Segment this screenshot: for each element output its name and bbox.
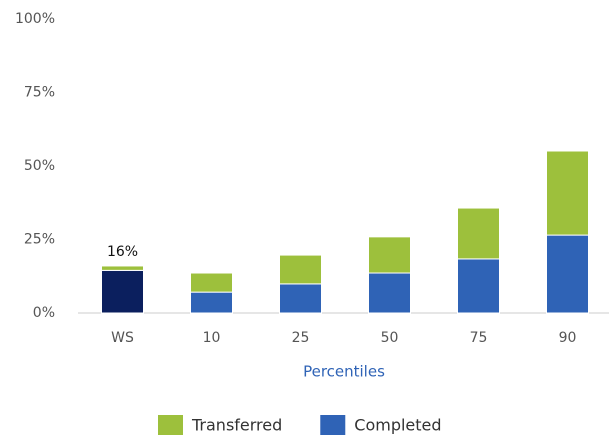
legend-label: Completed <box>354 416 441 435</box>
bar-segment <box>457 258 500 314</box>
y-tick-label: 25% <box>24 232 55 248</box>
legend-swatch <box>320 415 346 435</box>
legend-label: Transferred <box>191 416 282 435</box>
legend-swatch <box>158 415 183 435</box>
x-axis-label: Percentiles <box>303 363 385 381</box>
x-tick-label: WS <box>111 330 134 346</box>
y-tick-label: 0% <box>33 305 55 321</box>
y-tick-label: 100% <box>15 11 55 27</box>
y-tick-label: 75% <box>24 85 55 101</box>
bar-segment <box>457 207 500 260</box>
x-tick-label: 25 <box>292 330 310 346</box>
bar-segment <box>101 269 144 314</box>
bar-segment <box>368 272 411 314</box>
bar-segment <box>279 283 322 314</box>
bar-segment <box>279 254 322 285</box>
bar-segment <box>101 265 144 271</box>
x-tick-label: 10 <box>203 330 221 346</box>
bar-segment <box>546 234 589 314</box>
bar-segment <box>190 272 233 293</box>
bar-segment <box>368 236 411 274</box>
data-label: 16% <box>107 244 138 260</box>
x-tick-label: 50 <box>381 330 399 346</box>
bar-segment <box>546 150 589 236</box>
bar-segment <box>190 291 233 314</box>
y-tick-label: 50% <box>24 158 55 174</box>
x-tick-label: 75 <box>470 330 488 346</box>
x-tick-label: 90 <box>559 330 577 346</box>
